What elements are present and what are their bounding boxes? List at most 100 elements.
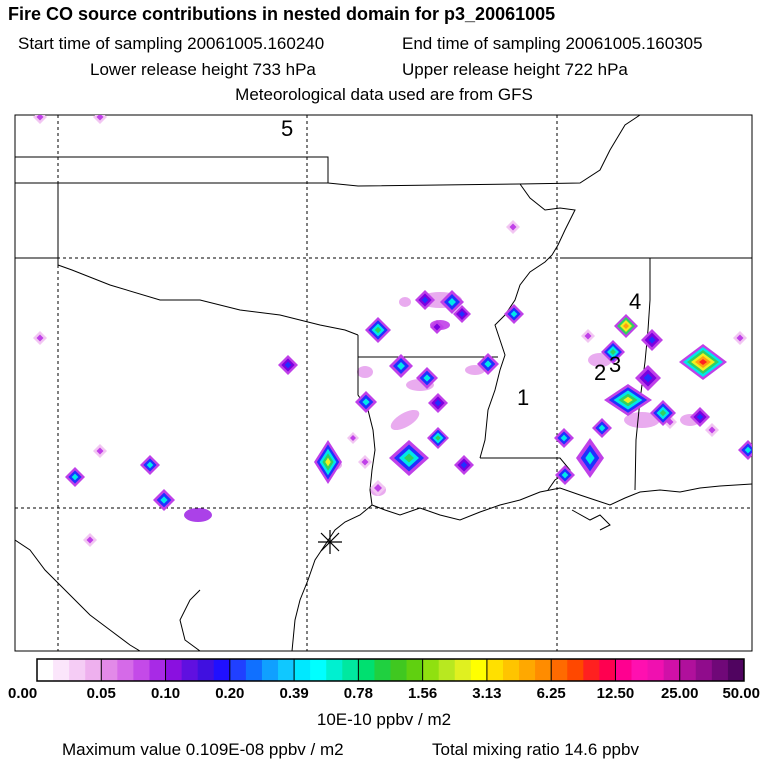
grid-layer <box>15 115 752 651</box>
marker-2: 2 <box>594 360 606 385</box>
fire-source-marker <box>610 349 616 355</box>
colorbar-cell <box>567 659 584 681</box>
fire-source-marker <box>648 336 656 344</box>
fire-source-marker <box>36 334 44 342</box>
colorbar-cell <box>647 659 665 681</box>
colorbar-cell <box>197 659 215 681</box>
colorbar-tick-label: 0.39 <box>279 685 308 702</box>
upper-height-label: Upper release height 722 hPa <box>402 60 628 79</box>
colorbar-cell <box>133 659 150 681</box>
total-mixing-ratio-label: Total mixing ratio 14.6 ppbv <box>432 740 639 759</box>
colorbar-cell <box>438 659 456 681</box>
colorbar-tick-label: 0.78 <box>344 685 373 702</box>
fire-source-marker <box>71 473 79 481</box>
colorbar-ticks: 0.00 0.05 0.10 0.20 0.39 0.78 1.56 3.13 6.25 12.5… <box>8 659 760 702</box>
marker-1: 1 <box>517 385 529 410</box>
colorbar-cell <box>53 659 70 681</box>
fire-source-marker <box>659 409 667 417</box>
fire-source-marker <box>404 453 414 463</box>
colorbar-cell <box>117 659 134 681</box>
fire-source-marker <box>459 311 465 317</box>
colorbar-cells <box>37 659 745 681</box>
colorbar-cell <box>37 659 54 681</box>
colorbar-cell <box>422 659 440 681</box>
fire-source-marker <box>284 361 292 369</box>
fire-source-marker <box>350 435 356 441</box>
fire-source-marker <box>146 461 154 469</box>
fire-source-marker <box>484 360 492 368</box>
colorbar-cell <box>583 659 600 681</box>
lower-height-label: Lower release height 733 hPa <box>90 60 316 79</box>
colorbar-tick-label: 0.00 <box>8 685 37 702</box>
marker-4: 4 <box>629 289 641 314</box>
colorbar-cell <box>727 659 745 681</box>
fire-source-marker <box>96 447 104 455</box>
fire-source-marker <box>325 457 331 467</box>
colorbar-cell <box>695 659 713 681</box>
colorbar-cell <box>342 659 359 681</box>
fire-source-marker <box>509 223 517 231</box>
colorbar-cell <box>679 659 697 681</box>
colorbar-cell <box>663 659 681 681</box>
fire-source-marker <box>623 323 629 329</box>
colorbar-cell <box>165 659 183 681</box>
fire-source-marker <box>96 115 104 121</box>
fire-source-marker <box>361 458 369 466</box>
fire-source-marker <box>160 496 168 504</box>
fire-sources-layer <box>33 115 752 547</box>
fire-source-marker <box>708 426 716 434</box>
release-star-icon <box>318 530 342 554</box>
colorbar-cell <box>294 659 311 681</box>
colorbar-tick-label: 25.00 <box>661 685 699 702</box>
fire-source-marker <box>423 374 431 382</box>
fire-source-marker <box>643 373 653 383</box>
fire-source-marker <box>374 484 382 492</box>
colorbar-cell <box>278 659 295 681</box>
colorbar-tick-label: 0.10 <box>151 685 180 702</box>
colorbar-cell <box>519 659 536 681</box>
colorbar-tick-label: 0.20 <box>215 685 244 702</box>
fire-source-marker <box>736 334 744 342</box>
map-frame <box>14 114 753 652</box>
fire-source-marker <box>585 451 595 465</box>
colorbar-cell <box>229 659 247 681</box>
fire-source-marker <box>36 115 44 121</box>
marker-3: 3 <box>609 352 621 377</box>
colorbar-tick-label: 12.50 <box>597 685 635 702</box>
fire-source-marker <box>433 323 441 331</box>
colorbar-tick-label: 6.25 <box>537 685 566 702</box>
colorbar-cell <box>551 659 568 681</box>
colorbar-tick-label: 1.56 <box>408 685 437 702</box>
fire-source-marker <box>510 310 518 318</box>
colorbar-cell <box>711 659 729 681</box>
fire-source-marker <box>598 424 606 432</box>
fire-source-marker <box>374 326 382 334</box>
fire-source-marker <box>699 359 707 365</box>
fire-source-marker <box>584 332 592 340</box>
marker-5: 5 <box>281 116 293 141</box>
fire-source-marker <box>397 362 405 370</box>
colorbar-cell <box>358 659 375 681</box>
colorbar-cell <box>615 659 632 681</box>
colorbar-cell <box>374 659 391 681</box>
fire-source-marker <box>561 471 569 479</box>
fire-source-marker <box>696 413 704 421</box>
colorbar-cell <box>502 659 520 681</box>
colorbar-cell <box>149 659 166 681</box>
colorbar-tick-label: 50.00 <box>722 685 760 702</box>
colorbar-cell <box>213 659 231 681</box>
colorbar-cell <box>454 659 472 681</box>
colorbar-cell <box>85 659 102 681</box>
plot-title: Fire CO source contributions in nested d… <box>8 4 556 24</box>
colorbar-cell <box>390 659 407 681</box>
colorbar-tick-label: 0.05 <box>87 685 116 702</box>
colorbar-cell <box>69 659 86 681</box>
fire-source-marker <box>744 446 752 454</box>
start-time-label: Start time of sampling 20061005.160240 <box>18 34 325 53</box>
colorbar-cell <box>326 659 343 681</box>
fire-source-marker <box>362 398 370 406</box>
colorbar-frame <box>36 658 745 682</box>
colorbar-cell <box>310 659 327 681</box>
